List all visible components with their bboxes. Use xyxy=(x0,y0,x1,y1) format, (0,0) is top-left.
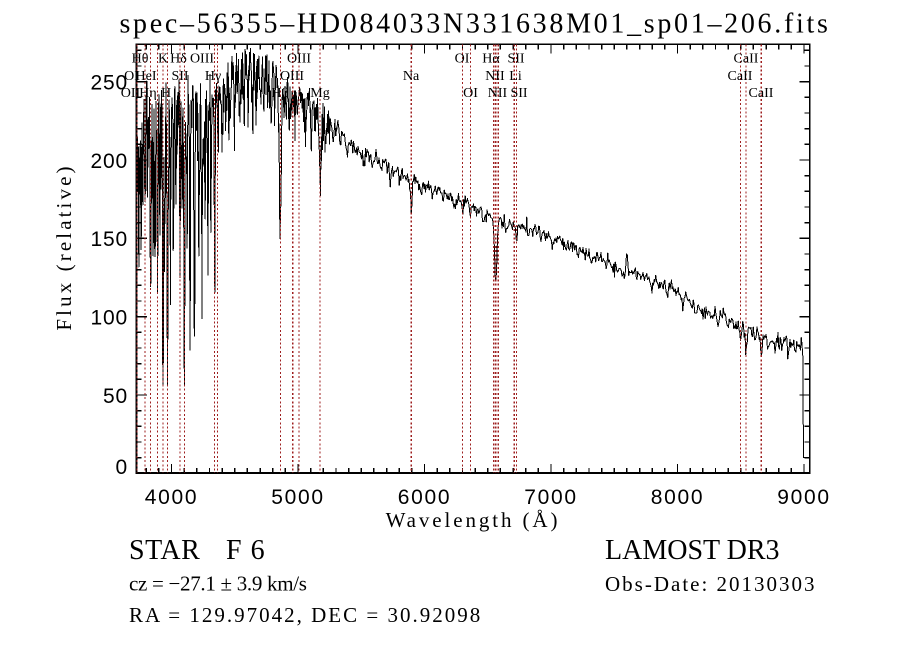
svg-text:7000: 7000 xyxy=(524,486,578,509)
svg-text:9000: 9000 xyxy=(777,486,831,509)
svg-text:250: 250 xyxy=(91,72,128,95)
svg-text:SII: SII xyxy=(171,69,188,84)
svg-text:6000: 6000 xyxy=(398,486,452,509)
svg-text:CaII: CaII xyxy=(734,52,759,67)
svg-text:OI: OI xyxy=(455,52,470,67)
svg-text:Hβ: Hβ xyxy=(271,86,288,101)
svg-text:Mg: Mg xyxy=(310,86,329,101)
svg-text:Hα: Hα xyxy=(482,52,500,67)
svg-text:HeI: HeI xyxy=(136,69,157,84)
svg-text:NII: NII xyxy=(485,69,505,84)
svg-text:Hθ: Hθ xyxy=(132,52,149,67)
svg-text:cz = −27.1 ± 3.9 km/s: cz = −27.1 ± 3.9 km/s xyxy=(129,572,307,596)
svg-text:OI: OI xyxy=(463,86,478,101)
svg-text:Hη: Hη xyxy=(139,86,156,101)
svg-text:150: 150 xyxy=(91,228,128,251)
svg-text:OIII: OIII xyxy=(280,69,304,84)
svg-text:RA = 129.97042, DEC = 30.9209: RA = 129.97042, DEC = 30.92098 xyxy=(129,603,482,627)
svg-text:SII: SII xyxy=(510,86,527,101)
svg-text:OII: OII xyxy=(121,86,141,101)
svg-text:4000: 4000 xyxy=(145,486,199,509)
svg-text:Hγ: Hγ xyxy=(205,69,221,84)
svg-text:Flux (relative): Flux (relative) xyxy=(52,163,76,330)
svg-text:0: 0 xyxy=(116,456,128,479)
svg-text:CaII: CaII xyxy=(749,86,774,101)
svg-text:5000: 5000 xyxy=(271,486,325,509)
svg-text:Li: Li xyxy=(509,69,522,84)
svg-text:Wavelength (Å): Wavelength (Å) xyxy=(386,508,561,532)
svg-text:SII: SII xyxy=(507,52,524,67)
svg-text:spec–56355–HD084033N331638M01_: spec–56355–HD084033N331638M01_sp01–206.f… xyxy=(119,9,830,40)
svg-text:Na: Na xyxy=(403,69,420,84)
svg-text:100: 100 xyxy=(91,306,128,329)
svg-text:OIII: OIII xyxy=(287,52,311,67)
svg-text:OIII: OIII xyxy=(190,52,214,67)
svg-text:OI: OI xyxy=(124,69,139,84)
svg-text:8000: 8000 xyxy=(651,486,705,509)
svg-text:F6: F6 xyxy=(226,535,274,566)
svg-text:H: H xyxy=(161,86,171,101)
svg-text:200: 200 xyxy=(91,150,128,173)
svg-text:Hδ: Hδ xyxy=(170,52,187,67)
svg-text:NII: NII xyxy=(488,86,508,101)
svg-text:K: K xyxy=(158,52,168,67)
svg-text:CaII: CaII xyxy=(728,69,753,84)
svg-text:Obs-Date: 20130303: Obs-Date: 20130303 xyxy=(605,572,817,596)
svg-text:STAR: STAR xyxy=(129,535,200,566)
svg-text:LAMOST DR3: LAMOST DR3 xyxy=(605,535,780,566)
svg-text:50: 50 xyxy=(103,385,128,408)
